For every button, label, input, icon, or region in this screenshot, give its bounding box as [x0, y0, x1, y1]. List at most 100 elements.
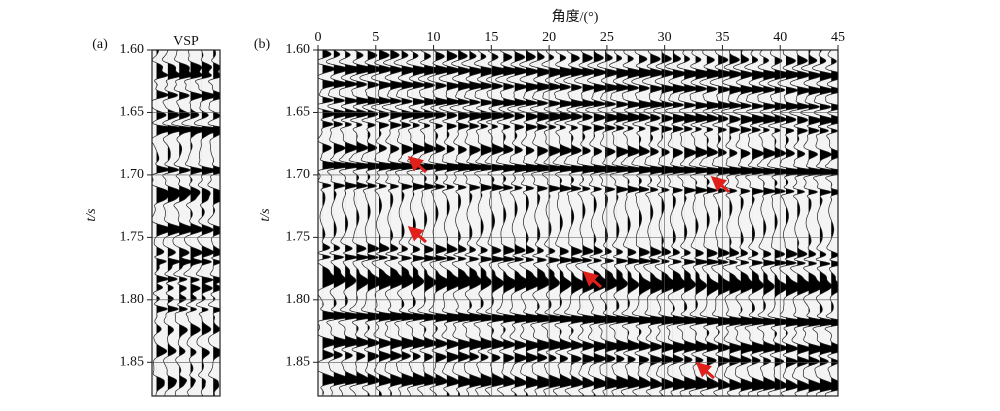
trace	[720, 50, 755, 396]
trace	[563, 50, 593, 396]
trace	[325, 50, 356, 396]
trace-fill	[514, 50, 538, 396]
trace	[631, 50, 661, 396]
panel-b-frame	[317, 49, 839, 397]
trace	[461, 50, 492, 396]
x-tick-label: 5	[372, 30, 379, 45]
trace-fill	[650, 50, 674, 396]
trace-fill	[718, 50, 741, 396]
trace	[653, 50, 687, 396]
trace-fill	[201, 50, 220, 396]
trace	[207, 50, 220, 396]
trace	[517, 50, 550, 396]
trace	[709, 50, 742, 396]
arrows	[407, 156, 730, 380]
trace	[699, 50, 728, 396]
trace	[393, 50, 424, 396]
trace-fill	[503, 50, 525, 396]
trace-fill	[213, 50, 220, 396]
trace	[756, 50, 783, 396]
y-tick-label: 1.85	[286, 354, 311, 369]
trace-fill	[435, 50, 457, 396]
trace-fill	[367, 50, 390, 396]
trace	[676, 50, 705, 396]
trace-fill	[492, 50, 512, 396]
trace-fill	[412, 50, 433, 396]
trace-fill	[786, 50, 809, 396]
trace-fill	[752, 50, 773, 396]
x-tick-label: 40	[773, 30, 787, 45]
trace-fill	[424, 50, 444, 396]
trace-fill	[616, 50, 636, 396]
trace	[732, 50, 765, 396]
trace	[449, 50, 482, 396]
trace-fill	[706, 50, 728, 396]
trace	[416, 50, 445, 396]
trace-fill	[559, 50, 579, 396]
trace	[688, 50, 716, 396]
trace-fill	[480, 50, 501, 396]
y-tick-label: 1.80	[120, 292, 145, 307]
arrow	[407, 156, 427, 174]
y-tick-label: 1.85	[120, 354, 145, 369]
trace-fill	[819, 50, 838, 396]
trace-fill	[469, 50, 491, 396]
arrow	[710, 176, 730, 194]
trace	[359, 50, 390, 396]
y-tick-label: 1.80	[286, 292, 311, 307]
x-tick-label: 30	[658, 30, 672, 45]
trace	[405, 50, 433, 396]
trace-fill	[548, 50, 568, 396]
trace	[427, 50, 458, 396]
panel-title: VSP	[173, 34, 199, 49]
x-tick-label: 20	[542, 30, 556, 45]
trace	[495, 50, 526, 396]
trace	[318, 50, 347, 396]
trace-fill	[322, 50, 346, 396]
trace	[744, 50, 773, 396]
trace	[152, 50, 182, 396]
y-tick-label: 1.65	[286, 105, 311, 120]
trace-fill	[190, 50, 211, 396]
trace	[620, 50, 648, 396]
trace	[811, 50, 838, 396]
trace-fill	[593, 50, 618, 396]
trace-fill	[379, 50, 403, 396]
trace	[181, 50, 212, 396]
trace-fill	[774, 50, 795, 396]
arrow	[582, 271, 602, 289]
trace-fill	[797, 50, 822, 396]
trace-fill	[526, 50, 550, 396]
trace	[789, 50, 823, 396]
trace	[438, 50, 471, 396]
panel-label: (b)	[254, 37, 271, 52]
trace	[193, 50, 220, 396]
trace	[597, 50, 628, 396]
trace-fill	[167, 50, 189, 396]
arrow	[407, 226, 427, 244]
x-tick-label: 45	[831, 30, 845, 45]
trace-fill	[763, 50, 783, 396]
y-tick-label: 1.60	[286, 42, 311, 57]
y-axis-label: t/s	[258, 208, 273, 222]
trace	[473, 50, 501, 396]
trace-fill	[639, 50, 660, 396]
trace	[800, 50, 833, 396]
wiggles-a	[152, 50, 220, 396]
trace	[161, 50, 190, 396]
trace-fill	[695, 50, 715, 396]
y-tick-label: 1.70	[286, 167, 311, 182]
trace	[529, 50, 560, 396]
x-tick-label: 15	[484, 30, 498, 45]
trace	[552, 50, 580, 396]
trace	[664, 50, 696, 396]
x-tick-label: 10	[427, 30, 441, 45]
trace-fill	[179, 50, 199, 396]
trace-fill	[672, 50, 696, 396]
trace	[348, 50, 377, 396]
trace-fill	[356, 50, 376, 396]
trace	[608, 50, 637, 396]
x-tick-label: 0	[315, 30, 322, 45]
trace-fill	[156, 50, 181, 396]
trace-fill	[684, 50, 704, 396]
